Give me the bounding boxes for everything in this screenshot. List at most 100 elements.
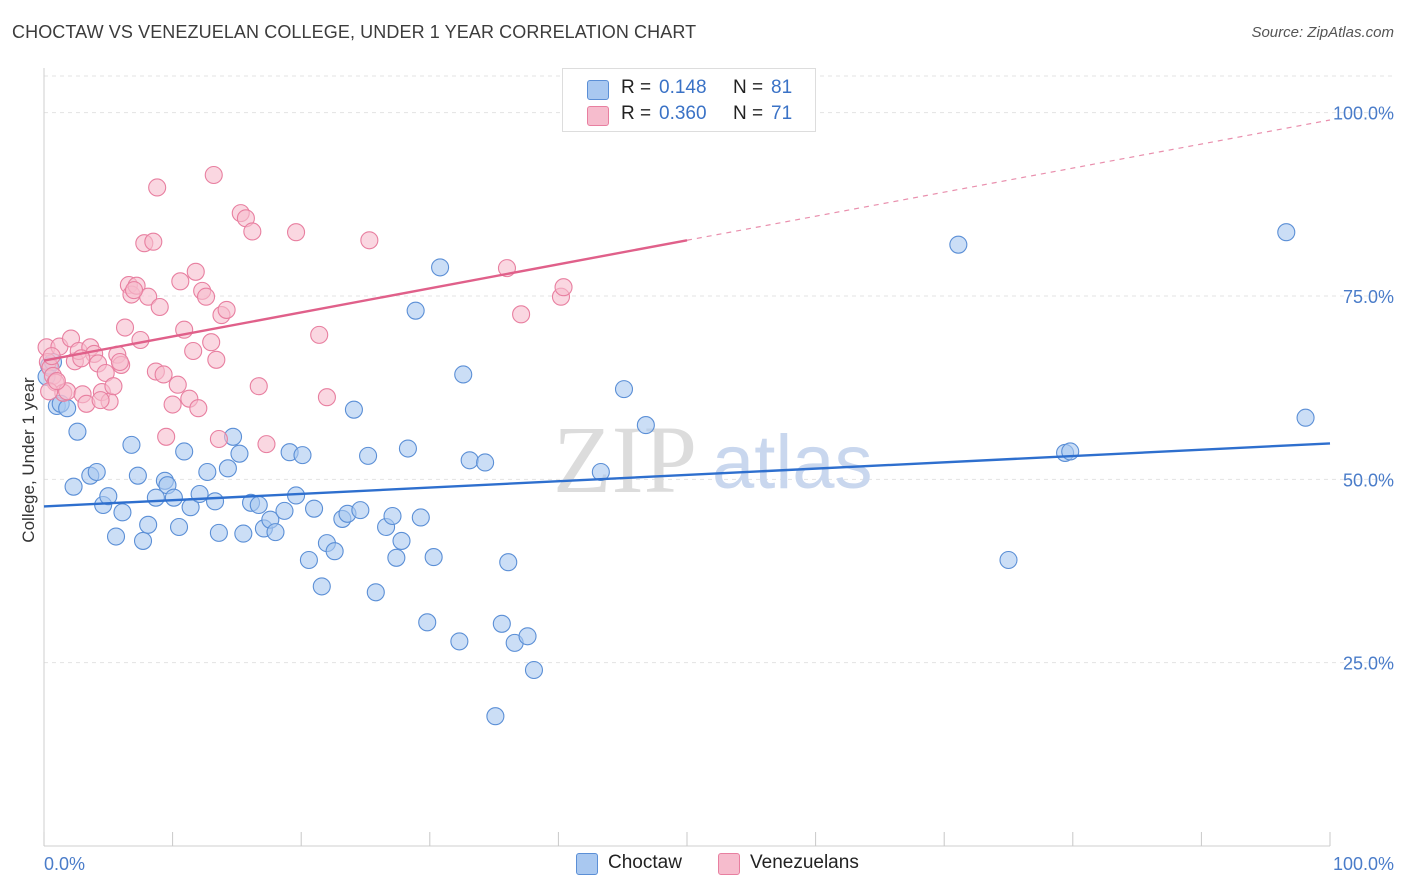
venezuelans-point — [91, 391, 110, 410]
choctaw-point — [418, 613, 437, 632]
choctaw-point — [398, 439, 417, 458]
choctaw-point — [312, 577, 331, 596]
watermark: ZIP atlas — [553, 406, 873, 513]
venezuelans-point — [184, 341, 203, 361]
choctaw-point — [614, 380, 634, 399]
choctaw-point — [249, 495, 268, 515]
venezuelans-point — [150, 297, 169, 317]
venezuelans-point — [115, 318, 135, 337]
watermark-atlas: atlas — [712, 420, 873, 505]
y-tick-label: 50.0% — [1343, 470, 1394, 490]
choctaw-point — [122, 435, 141, 454]
choctaw-point — [387, 548, 406, 567]
choctaw-point — [299, 550, 318, 570]
venezuelans-point — [257, 435, 276, 454]
choctaw-point — [293, 446, 312, 465]
legend-swatch-venezuelans — [587, 106, 609, 126]
choctaw-point — [366, 583, 385, 602]
series-venezuelans — [37, 165, 573, 454]
x-axis-ticks — [43, 832, 1331, 846]
choctaw-point — [450, 632, 469, 651]
choctaw-point — [460, 451, 479, 470]
venezuelans-point — [163, 395, 182, 414]
source-attribution: Source: ZipAtlas.com — [1251, 24, 1394, 41]
choctaw-point — [164, 488, 183, 507]
bottom-legend-swatch-choctaw — [576, 853, 598, 875]
legend-swatch-choctaw — [587, 80, 609, 100]
choctaw-point — [169, 517, 189, 537]
choctaw-point — [344, 400, 363, 419]
choctaw-point — [1277, 223, 1296, 242]
venezuelans-point — [512, 305, 531, 324]
venezuelans-point — [360, 231, 379, 250]
gridlines — [44, 75, 1394, 664]
venezuelans-point — [148, 178, 167, 197]
venezuelans-point — [104, 377, 123, 396]
legend-r-label: R = — [621, 77, 652, 98]
choctaw-point — [128, 466, 147, 485]
choctaw-point — [476, 453, 495, 472]
venezuelans-point — [168, 375, 187, 394]
y-tick-label: 100.0% — [1333, 104, 1394, 124]
choctaw-point — [359, 446, 378, 465]
venezuelans-point — [131, 330, 150, 350]
venezuelans-point — [171, 272, 190, 291]
choctaw-point — [431, 258, 450, 277]
choctaw-point — [411, 508, 430, 527]
legend-n-value-choctaw: 81 — [771, 77, 793, 98]
choctaw-point — [87, 462, 106, 482]
choctaw-point — [106, 527, 126, 546]
choctaw-point — [68, 422, 87, 441]
legend-n-label: N = — [733, 77, 764, 98]
choctaw-point — [518, 627, 537, 646]
y-axis-tick-labels: 25.0% 50.0% 75.0% 100.0% — [1333, 104, 1394, 674]
choctaw-point — [351, 501, 370, 520]
bottom-legend-label-venezuelans: Venezuelans — [750, 852, 859, 873]
chart-title: CHOCTAW VS VENEZUELAN COLLEGE, UNDER 1 Y… — [12, 22, 697, 42]
choctaw-point — [383, 506, 402, 526]
watermark-zip: ZIP — [553, 406, 697, 513]
bottom-legend-label-choctaw: Choctaw — [608, 852, 682, 873]
venezuelans-trendline-projection — [686, 119, 1331, 241]
choctaw-point — [406, 301, 425, 320]
choctaw-point — [1296, 408, 1315, 427]
venezuelans-point — [287, 223, 306, 242]
y-axis-title: College, Under 1 year — [19, 377, 38, 543]
choctaw-point — [234, 524, 253, 543]
legend-r-value-choctaw: 0.148 — [659, 77, 707, 98]
choctaw-point — [99, 487, 118, 506]
venezuelans-point — [243, 222, 262, 241]
choctaw-point — [499, 553, 518, 572]
choctaw-point — [999, 550, 1018, 570]
choctaw-point — [113, 503, 132, 522]
choctaw-point — [64, 477, 83, 496]
choctaw-point — [218, 459, 237, 478]
venezuelans-point — [217, 300, 236, 319]
choctaw-point — [198, 462, 217, 482]
y-tick-label: 75.0% — [1343, 287, 1394, 307]
choctaw-point — [133, 531, 153, 550]
venezuelans-point — [249, 377, 268, 396]
venezuelans-point — [317, 388, 336, 407]
choctaw-point — [949, 235, 968, 254]
venezuelans-point — [196, 287, 216, 306]
venezuelans-point — [209, 429, 228, 449]
venezuelans-point — [554, 278, 573, 297]
legend-n-value-venezuelans: 71 — [771, 103, 793, 124]
trendlines — [43, 119, 1331, 508]
venezuelans-trendline — [43, 239, 688, 362]
venezuelans-point — [202, 333, 221, 352]
choctaw-point — [325, 542, 344, 561]
choctaw-point — [636, 416, 655, 435]
choctaw-point — [392, 531, 411, 550]
choctaw-point — [266, 523, 285, 542]
venezuelans-point — [110, 352, 129, 372]
choctaw-point — [305, 499, 324, 518]
choctaw-point — [139, 515, 158, 534]
correlation-legend: R = 0.148 N = 81 R = 0.360 N = 71 — [562, 68, 816, 132]
x-tick-label-max: 100.0% — [1333, 854, 1394, 874]
venezuelans-point — [204, 165, 223, 185]
choctaw-point — [209, 523, 228, 542]
choctaw-point — [486, 707, 505, 726]
